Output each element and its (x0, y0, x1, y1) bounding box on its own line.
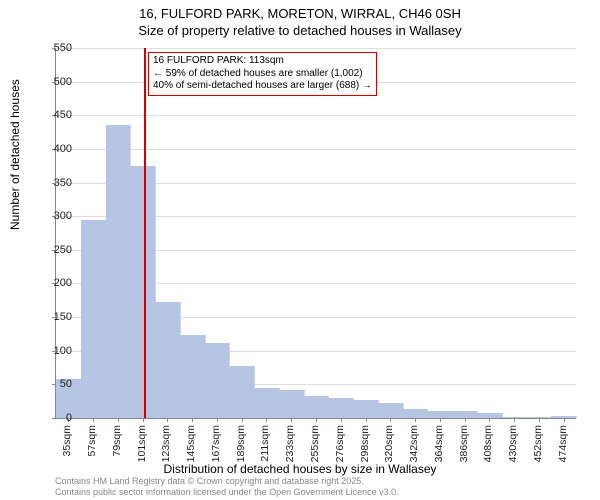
xtick-label: 430sqm (507, 425, 519, 465)
ytick-label: 250 (32, 244, 72, 256)
bar (279, 390, 305, 418)
plot-area: 16 FULFORD PARK: 113sqm ← 59% of detache… (55, 48, 576, 419)
gridline (56, 48, 576, 49)
xtick-label: 189sqm (235, 425, 247, 465)
bar (452, 411, 478, 418)
xtick-mark (266, 418, 267, 422)
ytick-label: 350 (32, 177, 72, 189)
xtick-label: 276sqm (334, 425, 346, 465)
marker-line (144, 48, 146, 418)
xtick-mark (440, 418, 441, 422)
ytick-label: 200 (32, 277, 72, 289)
annotation-line-2: ← 59% of detached houses are smaller (1,… (153, 68, 372, 81)
xtick-mark (118, 418, 119, 422)
bar (229, 366, 255, 418)
xtick-label: 123sqm (160, 425, 172, 465)
xtick-mark (564, 418, 565, 422)
bar (378, 403, 404, 418)
xtick-label: 298sqm (359, 425, 371, 465)
bar (106, 125, 132, 418)
xtick-label: 408sqm (482, 425, 494, 465)
xtick-mark (291, 418, 292, 422)
xtick-label: 211sqm (259, 425, 271, 465)
xtick-mark (415, 418, 416, 422)
xtick-mark (489, 418, 490, 422)
xtick-label: 320sqm (383, 425, 395, 465)
y-axis-label: Number of detached houses (8, 79, 22, 230)
ytick-label: 50 (32, 378, 72, 390)
annotation-line-3: 40% of semi-detached houses are larger (… (153, 80, 372, 93)
title-block: 16, FULFORD PARK, MORETON, WIRRAL, CH46 … (0, 0, 600, 40)
xtick-mark (143, 418, 144, 422)
bar (81, 220, 107, 418)
xtick-label: 57sqm (86, 425, 98, 465)
xtick-label: 145sqm (185, 425, 197, 465)
xtick-mark (242, 418, 243, 422)
title-line-2: Size of property relative to detached ho… (0, 23, 600, 40)
chart-container: 16, FULFORD PARK, MORETON, WIRRAL, CH46 … (0, 0, 600, 500)
xtick-label: 474sqm (557, 425, 569, 465)
bar (304, 396, 330, 418)
annotation-line-1: 16 FULFORD PARK: 113sqm (153, 55, 372, 68)
gridline (56, 115, 576, 116)
xtick-label: 342sqm (408, 425, 420, 465)
bar (328, 398, 354, 418)
xtick-mark (192, 418, 193, 422)
bar (205, 343, 231, 418)
bar (353, 400, 379, 418)
xtick-label: 255sqm (309, 425, 321, 465)
ytick-label: 500 (32, 76, 72, 88)
ytick-label: 150 (32, 311, 72, 323)
xtick-mark (341, 418, 342, 422)
footer-line-1: Contains HM Land Registry data © Crown c… (55, 476, 399, 487)
xtick-label: 167sqm (210, 425, 222, 465)
footer-attribution: Contains HM Land Registry data © Crown c… (55, 476, 399, 498)
xtick-label: 101sqm (136, 425, 148, 465)
xtick-label: 233sqm (284, 425, 296, 465)
xtick-label: 386sqm (458, 425, 470, 465)
xtick-mark (316, 418, 317, 422)
title-line-1: 16, FULFORD PARK, MORETON, WIRRAL, CH46 … (0, 6, 600, 23)
ytick-label: 0 (32, 412, 72, 424)
annotation-box: 16 FULFORD PARK: 113sqm ← 59% of detache… (148, 52, 377, 96)
xtick-mark (539, 418, 540, 422)
bar (155, 302, 181, 418)
xtick-mark (390, 418, 391, 422)
bar (427, 411, 453, 418)
footer-line-2: Contains public sector information licen… (55, 487, 399, 498)
xtick-mark (93, 418, 94, 422)
xtick-mark (465, 418, 466, 422)
bar (180, 335, 206, 418)
gridline (56, 149, 576, 150)
xtick-mark (514, 418, 515, 422)
xtick-label: 452sqm (532, 425, 544, 465)
xtick-label: 79sqm (111, 425, 123, 465)
bar (254, 388, 280, 418)
ytick-label: 550 (32, 42, 72, 54)
bar (403, 409, 429, 418)
ytick-label: 450 (32, 109, 72, 121)
xtick-mark (167, 418, 168, 422)
xtick-label: 35sqm (61, 425, 73, 465)
xtick-mark (217, 418, 218, 422)
xtick-mark (366, 418, 367, 422)
ytick-label: 100 (32, 345, 72, 357)
ytick-label: 400 (32, 143, 72, 155)
xtick-label: 364sqm (433, 425, 445, 465)
ytick-label: 300 (32, 210, 72, 222)
